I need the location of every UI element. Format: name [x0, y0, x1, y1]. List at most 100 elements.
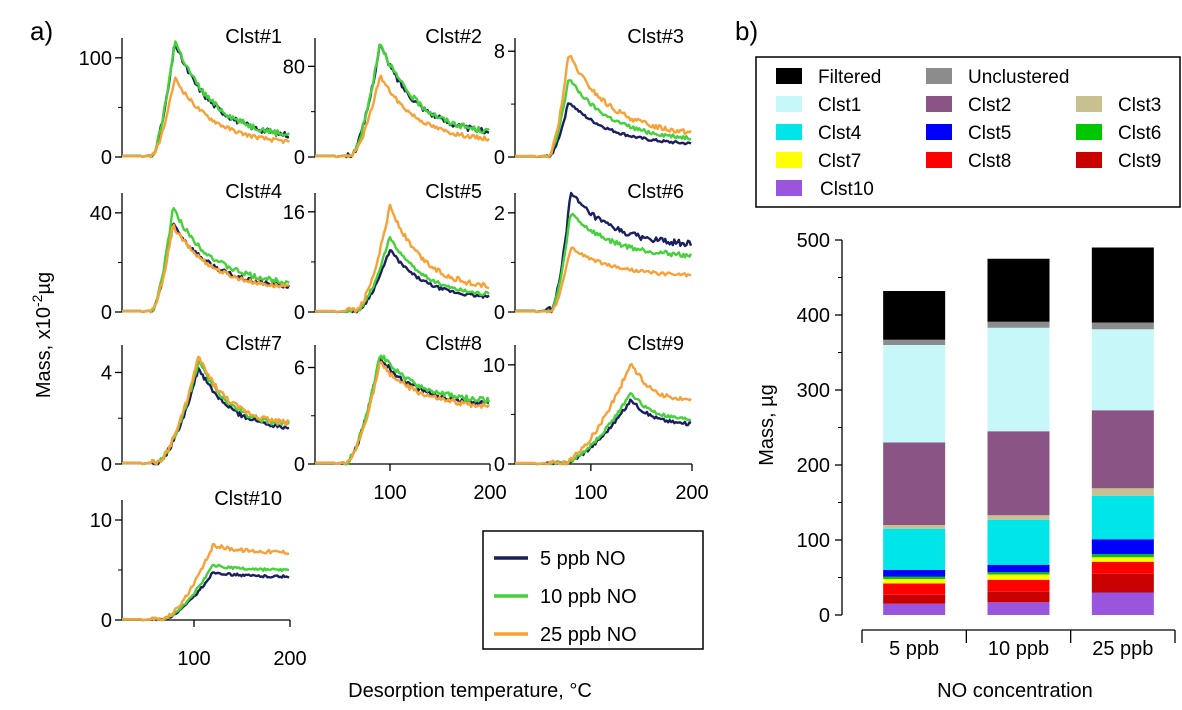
subplot-5: 0 16 Clst#5	[283, 181, 490, 324]
series-line-10-ppb-no	[515, 79, 691, 159]
x-tick-label: 5 ppb	[889, 638, 939, 660]
subplot-title: Clst#10	[214, 488, 282, 510]
bar-segment-clst4	[987, 519, 1050, 565]
legend-swatch	[776, 152, 802, 168]
series-line-25-ppb-no	[515, 363, 692, 466]
subplot-title: Clst#8	[425, 333, 482, 355]
series-line-25-ppb-no	[315, 360, 491, 466]
subplot-title: Clst#1	[225, 26, 282, 48]
bar-segment-clst8	[883, 583, 946, 595]
subplot-9: 0 10 Clst#9 100 200	[483, 333, 709, 504]
x-tick-label: 100	[574, 482, 607, 504]
bar-segment-unclustered	[1091, 322, 1154, 330]
y-tick-label: 10	[90, 510, 112, 532]
legend-label: Clst9	[1118, 151, 1161, 172]
y-tick-label: 8	[494, 41, 505, 63]
x-tick-label: 100	[177, 648, 210, 670]
bar-segment-clst7	[987, 574, 1050, 580]
panel-b-xlabel: NO concentration	[937, 680, 1093, 702]
legend-label: Clst8	[968, 151, 1011, 172]
series-line-5-ppb-no	[515, 398, 692, 466]
legend-label: Clst7	[818, 151, 861, 172]
bar-segment-clst1	[1091, 329, 1154, 411]
legend-label: Clst1	[818, 95, 861, 116]
x-tick-label: 10 ppb	[988, 638, 1049, 660]
x-tick-label: 200	[473, 482, 506, 504]
bar-segment-clst6	[987, 572, 1050, 575]
legend-label: Clst5	[968, 123, 1011, 144]
bar-segment-filtered	[883, 291, 946, 340]
legend-swatch	[776, 96, 802, 112]
legend-swatch	[1076, 124, 1102, 140]
series-line-10-ppb-no	[515, 392, 692, 466]
legend-swatch	[926, 68, 952, 84]
legend-swatch	[1076, 152, 1102, 168]
subplot-title: Clst#7	[225, 333, 282, 355]
series-line-25-ppb-no	[315, 74, 490, 159]
subplot-title: Clst#6	[627, 181, 684, 203]
y-tick-label: 0	[294, 147, 305, 169]
y-tick-label: 200	[797, 455, 830, 477]
bar-segment-clst1	[987, 327, 1050, 432]
legend-label: Filtered	[818, 67, 881, 88]
subplot-4: 0 40 Clst#4	[90, 181, 291, 324]
subplot-3: 0 8 Clst#3	[494, 26, 692, 169]
bar-segment-clst4	[883, 528, 946, 570]
subplot-title: Clst#4	[225, 181, 282, 203]
subplot-2: 0 80 Clst#2	[283, 26, 490, 169]
subplot-title: Clst#9	[627, 333, 684, 355]
series-line-25-ppb-no	[315, 203, 490, 314]
series-line-25-ppb-no	[122, 76, 290, 159]
panel-b-legend: Filtered Unclustered Clst1 Clst2 Clst3 Clst4 C…	[755, 56, 1181, 208]
y-tick-label: 0	[494, 302, 505, 324]
bar-segment-clst3	[883, 525, 946, 529]
y-tick-label: 10	[483, 355, 505, 377]
y-tick-label: 0	[294, 302, 305, 324]
panel-b-stacked-bar-chart: 0 100 200 300 400 500 5 ppb 10 ppb 25 ppb	[797, 230, 1176, 660]
x-tick-label: 200	[675, 482, 708, 504]
legend-label: 5 ppb NO	[540, 548, 626, 570]
bar-segment-clst5	[1091, 539, 1154, 555]
subplot-title: Clst#2	[425, 26, 482, 48]
panel-a-xlabel: Desorption temperature, °C	[348, 680, 592, 702]
legend-label: 10 ppb NO	[540, 586, 637, 608]
y-tick-label: 500	[797, 230, 830, 252]
bar-segment-clst8	[987, 579, 1050, 592]
panel-label-a: a)	[30, 16, 53, 46]
bar-segment-clst5	[883, 570, 946, 577]
legend-label: Clst6	[1118, 123, 1161, 144]
legend-swatch	[776, 124, 802, 140]
subplot-6: 0 2 Clst#6	[494, 181, 693, 324]
bar-segment-clst7	[1091, 557, 1154, 562]
y-tick-label: 0	[494, 454, 505, 476]
bar-segment-unclustered	[987, 321, 1050, 328]
subplot-1: 0 100 Clst#1	[79, 26, 290, 169]
legend-swatch	[926, 152, 952, 168]
legend-label: Clst4	[818, 123, 862, 144]
series-line-10-ppb-no	[122, 563, 290, 622]
subplot-10: 0 10 Clst#10 100 200	[90, 488, 307, 670]
bar-segment-clst3	[987, 515, 1050, 520]
series-line-10-ppb-no	[315, 236, 490, 314]
y-tick-label: 0	[101, 302, 112, 324]
panel-a-legend-box	[482, 530, 704, 650]
y-tick-label: 0	[494, 147, 505, 169]
panel-a-ylabel: Mass, x10-2µg	[29, 272, 55, 398]
bar-segment-clst2	[987, 431, 1050, 516]
bar-segment-clst7	[883, 579, 946, 584]
legend-swatch	[926, 96, 952, 112]
y-tick-label: 0	[101, 454, 112, 476]
y-tick-label: 16	[283, 202, 305, 224]
bar-segment-clst3	[1091, 488, 1154, 496]
legend-label: Clst10	[820, 179, 874, 200]
bar-segment-clst10	[987, 602, 1050, 615]
series-line-10-ppb-no	[315, 354, 491, 466]
panel-a-line-charts: 0100Clst#1080Clst#208Clst#3040Clst#4016C…	[79, 26, 709, 670]
bar-segment-clst9	[1091, 573, 1154, 593]
bar-segment-clst8	[1091, 561, 1154, 574]
legend-swatch	[926, 124, 952, 140]
bar-segment-clst9	[987, 591, 1050, 603]
y-tick-label: 0	[819, 605, 830, 627]
series-line-5-ppb-no	[315, 44, 490, 159]
y-tick-label: 80	[283, 56, 305, 78]
